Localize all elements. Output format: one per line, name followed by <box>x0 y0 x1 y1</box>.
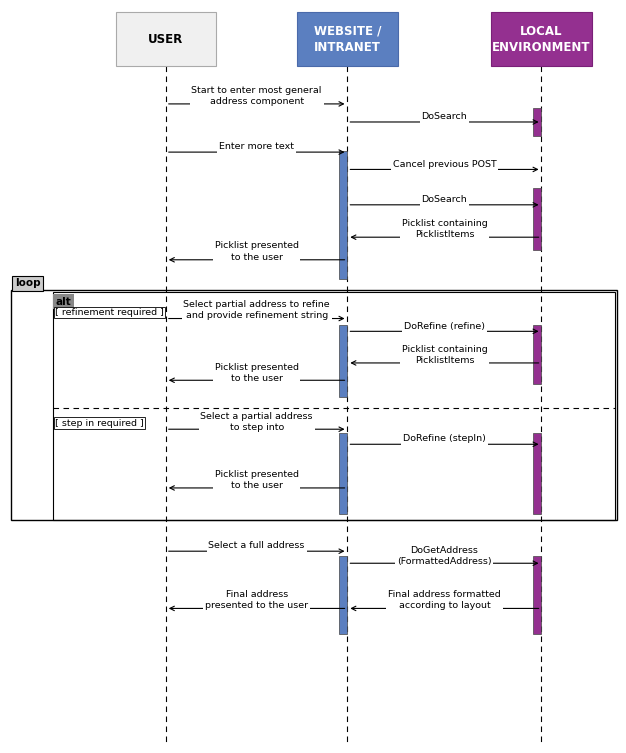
Text: DoRefine (refine): DoRefine (refine) <box>404 322 485 331</box>
Bar <box>339 325 347 397</box>
Bar <box>339 151 347 279</box>
Text: [ refinement required ]: [ refinement required ] <box>55 308 164 317</box>
Text: DoGetAddress
(FormattedAddress): DoGetAddress (FormattedAddress) <box>397 546 492 566</box>
Bar <box>297 12 398 66</box>
Text: Select partial address to refine
and provide refinement string: Select partial address to refine and pro… <box>183 300 330 320</box>
Bar <box>53 292 615 520</box>
Text: Picklist containing
PicklistItems: Picklist containing PicklistItems <box>402 346 487 365</box>
Text: Cancel previous POST: Cancel previous POST <box>393 160 496 169</box>
Text: Select a full address: Select a full address <box>208 541 305 550</box>
Bar <box>533 108 541 136</box>
Bar <box>533 325 541 384</box>
Bar <box>339 433 347 514</box>
Text: Final address
presented to the user: Final address presented to the user <box>205 590 308 610</box>
Text: loop: loop <box>15 279 41 288</box>
Text: LOCAL
ENVIRONMENT: LOCAL ENVIRONMENT <box>492 25 591 53</box>
Text: Start to enter most general
address component: Start to enter most general address comp… <box>192 87 322 106</box>
Text: [ step in required ]: [ step in required ] <box>55 419 144 428</box>
Text: alt: alt <box>56 297 71 306</box>
Text: Picklist containing
PicklistItems: Picklist containing PicklistItems <box>402 219 487 239</box>
Bar <box>533 556 541 634</box>
Text: Picklist presented
to the user: Picklist presented to the user <box>215 242 299 261</box>
Bar <box>533 188 541 250</box>
Text: USER: USER <box>148 32 183 46</box>
Text: Picklist presented
to the user: Picklist presented to the user <box>215 471 299 490</box>
Text: WEBSITE /
INTRANET: WEBSITE / INTRANET <box>314 25 381 53</box>
Text: Enter more text: Enter more text <box>219 142 294 151</box>
Text: DoSearch: DoSearch <box>421 112 468 121</box>
Bar <box>11 290 617 520</box>
Text: DoRefine (stepIn): DoRefine (stepIn) <box>403 434 486 444</box>
Text: DoSearch: DoSearch <box>421 195 468 204</box>
Bar <box>339 556 347 634</box>
Bar <box>491 12 592 66</box>
Bar <box>533 433 541 514</box>
Text: Picklist presented
to the user: Picklist presented to the user <box>215 363 299 383</box>
Text: Select a partial address
to step into: Select a partial address to step into <box>200 412 313 431</box>
Bar <box>116 12 216 66</box>
Text: Final address formatted
according to layout: Final address formatted according to lay… <box>388 590 501 610</box>
